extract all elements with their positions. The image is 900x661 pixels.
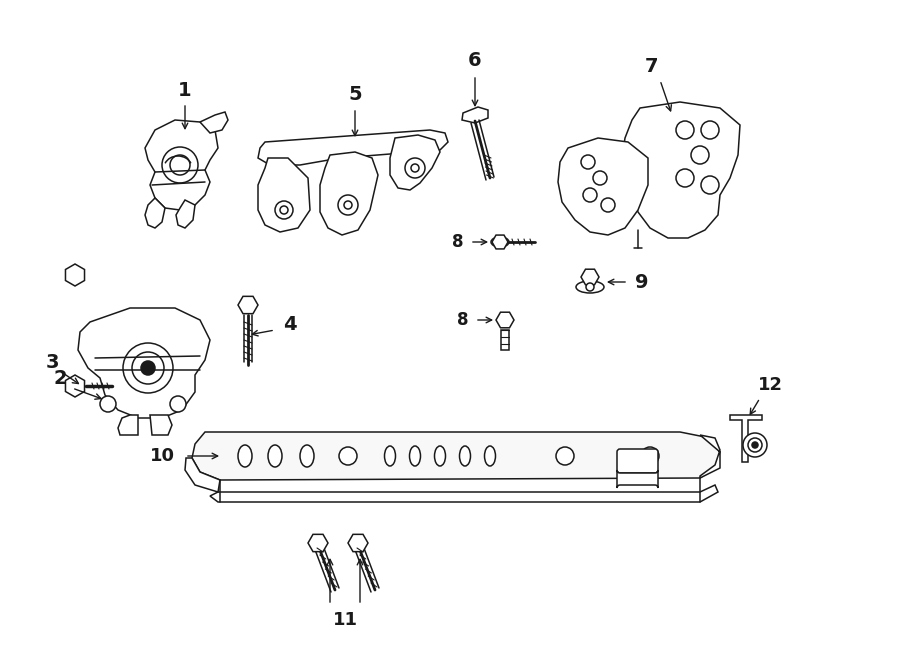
Ellipse shape [484, 446, 496, 466]
Ellipse shape [300, 445, 314, 467]
Circle shape [593, 171, 607, 185]
Polygon shape [258, 130, 448, 165]
Bar [501, 330, 509, 350]
Text: 1: 1 [178, 81, 192, 100]
Polygon shape [492, 235, 508, 249]
Polygon shape [496, 312, 514, 328]
Polygon shape [176, 200, 195, 228]
Polygon shape [622, 102, 740, 238]
Circle shape [676, 121, 694, 139]
Circle shape [411, 164, 419, 172]
Text: 8: 8 [452, 233, 464, 251]
Circle shape [581, 155, 595, 169]
FancyBboxPatch shape [617, 449, 658, 473]
Circle shape [170, 396, 186, 412]
Text: 3: 3 [45, 354, 58, 373]
Circle shape [141, 361, 155, 375]
Polygon shape [462, 107, 488, 123]
Circle shape [641, 447, 659, 465]
Polygon shape [390, 135, 440, 190]
Circle shape [556, 447, 574, 465]
Circle shape [162, 147, 198, 183]
Circle shape [338, 195, 358, 215]
Polygon shape [258, 158, 310, 232]
Circle shape [275, 201, 293, 219]
Circle shape [748, 438, 762, 452]
Text: 2: 2 [53, 368, 67, 387]
Polygon shape [185, 458, 220, 492]
Circle shape [701, 121, 719, 139]
Polygon shape [730, 415, 762, 462]
Circle shape [676, 169, 694, 187]
Circle shape [752, 442, 758, 448]
Polygon shape [66, 264, 85, 286]
Polygon shape [320, 152, 378, 235]
Polygon shape [78, 308, 210, 418]
Ellipse shape [410, 446, 420, 466]
Circle shape [405, 158, 425, 178]
Polygon shape [581, 269, 599, 285]
Text: 4: 4 [284, 315, 297, 334]
Polygon shape [700, 435, 720, 478]
Circle shape [743, 433, 767, 457]
Ellipse shape [384, 446, 395, 466]
FancyBboxPatch shape [617, 470, 658, 488]
Polygon shape [558, 138, 648, 235]
Text: 8: 8 [457, 311, 469, 329]
Circle shape [339, 447, 357, 465]
Circle shape [344, 201, 352, 209]
Ellipse shape [435, 446, 446, 466]
Circle shape [100, 396, 116, 412]
Circle shape [586, 283, 594, 291]
Polygon shape [150, 415, 172, 435]
Ellipse shape [238, 445, 252, 467]
Text: 11: 11 [332, 611, 357, 629]
Polygon shape [348, 534, 368, 552]
Circle shape [280, 206, 288, 214]
Circle shape [170, 155, 190, 175]
Text: 5: 5 [348, 85, 362, 104]
Circle shape [132, 352, 164, 384]
Circle shape [701, 176, 719, 194]
Text: 12: 12 [758, 376, 782, 394]
Text: 6: 6 [468, 50, 482, 69]
Polygon shape [66, 375, 85, 397]
Circle shape [601, 198, 615, 212]
Ellipse shape [460, 446, 471, 466]
Polygon shape [308, 534, 328, 552]
Text: 9: 9 [635, 272, 649, 292]
Circle shape [691, 146, 709, 164]
Ellipse shape [268, 445, 282, 467]
Polygon shape [145, 120, 218, 210]
Polygon shape [210, 485, 718, 502]
Text: 7: 7 [645, 56, 659, 75]
Circle shape [583, 188, 597, 202]
Polygon shape [192, 432, 720, 480]
Ellipse shape [576, 281, 604, 293]
Ellipse shape [491, 237, 509, 247]
Polygon shape [200, 112, 228, 133]
Circle shape [123, 343, 173, 393]
Polygon shape [238, 296, 258, 314]
Text: 10: 10 [149, 447, 175, 465]
Polygon shape [118, 415, 138, 435]
Polygon shape [145, 198, 165, 228]
